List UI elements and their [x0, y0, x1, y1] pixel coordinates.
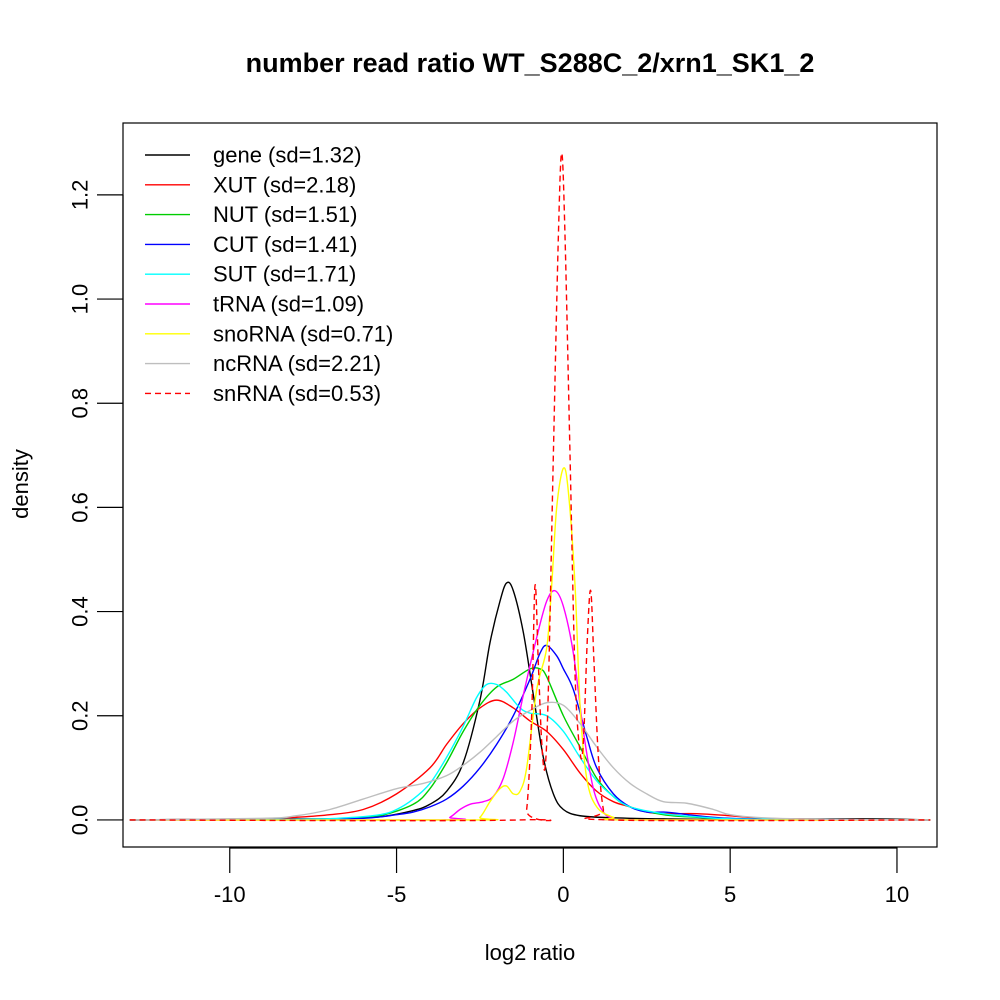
legend-label-gene: gene (sd=1.32)	[213, 143, 362, 168]
y-tick-label: 0.8	[68, 388, 93, 419]
series-line-ncrna	[129, 701, 931, 821]
y-tick-label: 1.0	[68, 284, 93, 315]
legend: gene (sd=1.32) XUT (sd=2.18) NUT (sd=1.51)…	[145, 143, 393, 406]
series-line-cut	[129, 644, 931, 821]
x-tick-label: 5	[724, 882, 736, 907]
x-tick-label: -5	[387, 882, 407, 907]
y-tick-label: 0.2	[68, 700, 93, 731]
x-axis-label: log2 ratio	[485, 940, 576, 965]
y-tick-label: 1.2	[68, 180, 93, 211]
legend-label-ncrna: ncRNA (sd=2.21)	[213, 351, 381, 376]
series-line-snrna	[129, 152, 931, 822]
legend-label-trna: tRNA (sd=1.09)	[213, 292, 364, 317]
x-axis: -10 -5 0 5 10	[214, 847, 909, 907]
chart-title: number read ratio WT_S288C_2/xrn1_SK1_2	[246, 48, 815, 78]
legend-label-nut: NUT (sd=1.51)	[213, 202, 357, 227]
series-line-trna	[129, 589, 931, 821]
series-line-sut	[129, 682, 931, 821]
y-tick-label: 0.4	[68, 596, 93, 627]
y-axis-label: density	[8, 449, 33, 519]
x-tick-label: 10	[885, 882, 909, 907]
y-tick-label: 0.6	[68, 492, 93, 523]
x-tick-label: 0	[557, 882, 569, 907]
series-line-nut	[129, 667, 931, 821]
y-axis: 0.0 0.2 0.4 0.6 0.8 1.0 1.2	[68, 180, 124, 836]
legend-label-cut: CUT (sd=1.41)	[213, 232, 357, 257]
legend-label-snorna: snoRNA (sd=0.71)	[213, 321, 393, 346]
series-line-xut	[129, 699, 931, 821]
series-layer	[129, 152, 931, 822]
x-tick-label: -10	[214, 882, 246, 907]
legend-label-xut: XUT (sd=2.18)	[213, 172, 356, 197]
legend-label-sut: SUT (sd=1.71)	[213, 262, 356, 287]
legend-label-snrna: snRNA (sd=0.53)	[213, 381, 381, 406]
y-tick-label: 0.0	[68, 805, 93, 836]
